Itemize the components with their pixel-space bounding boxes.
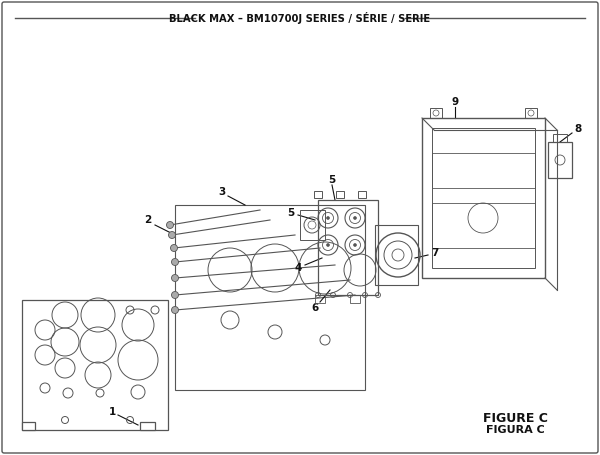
Circle shape [167, 222, 173, 228]
Bar [432, 203, 535, 248]
Circle shape [169, 232, 176, 238]
Text: FIGURA C: FIGURA C [485, 425, 544, 435]
Text: 1: 1 [109, 407, 116, 417]
Text: 8: 8 [574, 124, 581, 134]
Bar [432, 153, 535, 188]
Circle shape [172, 258, 179, 266]
Bar [336, 191, 344, 198]
Polygon shape [22, 422, 35, 430]
Text: 9: 9 [451, 97, 458, 107]
Text: 5: 5 [328, 175, 335, 185]
Circle shape [326, 217, 329, 219]
Circle shape [172, 292, 179, 298]
Text: FIGURE C: FIGURE C [482, 411, 547, 425]
Text: 6: 6 [311, 303, 319, 313]
Text: 7: 7 [431, 248, 439, 258]
Text: 4: 4 [295, 263, 302, 273]
Circle shape [170, 244, 178, 252]
Polygon shape [140, 422, 155, 430]
Text: 3: 3 [218, 187, 226, 197]
Circle shape [353, 243, 356, 247]
Bar [314, 191, 322, 198]
Bar [315, 295, 325, 303]
Bar [350, 295, 360, 303]
Bar [358, 191, 366, 198]
Circle shape [353, 217, 356, 219]
Text: 2: 2 [145, 215, 152, 225]
Circle shape [172, 274, 179, 282]
Circle shape [326, 243, 329, 247]
Circle shape [172, 307, 179, 313]
Text: BLACK MAX – BM10700J SERIES / SÉRIE / SERIE: BLACK MAX – BM10700J SERIES / SÉRIE / SE… [169, 12, 431, 24]
Text: 5: 5 [287, 208, 295, 218]
